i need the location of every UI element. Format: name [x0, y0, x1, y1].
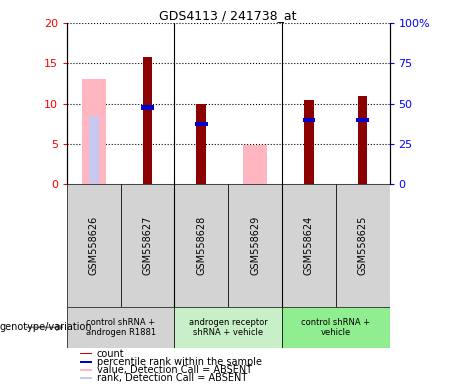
Bar [243, 145, 267, 184]
Text: GSM558626: GSM558626 [89, 216, 99, 275]
Bar [336, 184, 390, 307]
Bar [228, 184, 282, 307]
Text: GSM558629: GSM558629 [250, 216, 260, 275]
Bar [304, 100, 313, 184]
Bar [89, 116, 99, 184]
Text: genotype/variation: genotype/variation [0, 322, 93, 333]
Text: GSM558624: GSM558624 [304, 216, 314, 275]
Bar [196, 104, 206, 184]
Bar [195, 122, 207, 126]
Bar [282, 184, 336, 307]
Text: control shRNA +
vehicle: control shRNA + vehicle [301, 318, 370, 337]
Bar [79, 353, 92, 354]
Title: GDS4113 / 241738_at: GDS4113 / 241738_at [160, 9, 297, 22]
Bar [79, 369, 92, 371]
Text: GSM558625: GSM558625 [358, 216, 368, 275]
Text: GSM558628: GSM558628 [196, 216, 207, 275]
Bar [67, 184, 121, 307]
Text: count: count [97, 349, 124, 359]
Text: androgen receptor
shRNA + vehicle: androgen receptor shRNA + vehicle [189, 318, 267, 337]
Bar [174, 184, 228, 307]
Bar [79, 377, 92, 379]
Bar [174, 307, 282, 348]
Bar [67, 307, 174, 348]
Text: value, Detection Call = ABSENT: value, Detection Call = ABSENT [97, 365, 252, 375]
Bar [82, 79, 106, 184]
Bar [282, 307, 390, 348]
Bar [121, 184, 174, 307]
Bar [356, 118, 369, 122]
Text: control shRNA +
androgen R1881: control shRNA + androgen R1881 [86, 318, 156, 337]
Bar [302, 118, 315, 122]
Bar [358, 96, 367, 184]
Text: GSM558627: GSM558627 [142, 216, 153, 275]
Bar [141, 106, 154, 110]
Text: percentile rank within the sample: percentile rank within the sample [97, 357, 262, 367]
Bar [142, 57, 152, 184]
Text: rank, Detection Call = ABSENT: rank, Detection Call = ABSENT [97, 373, 247, 383]
Bar [79, 361, 92, 362]
